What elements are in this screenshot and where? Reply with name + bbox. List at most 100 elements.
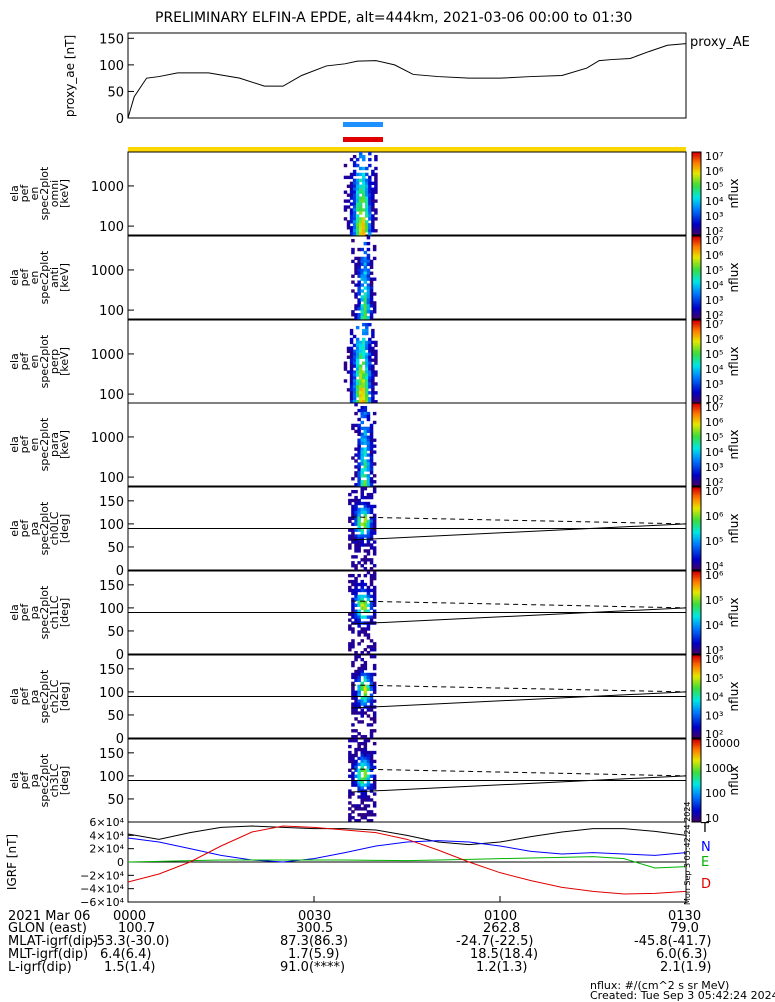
spectrogram-cell xyxy=(351,564,355,568)
spectrogram-cell xyxy=(366,477,371,481)
spectrogram-cell xyxy=(363,408,368,413)
spectrogram-cell xyxy=(354,597,358,602)
ytick-label: 100 xyxy=(99,518,124,533)
spectrogram-cell xyxy=(366,298,371,302)
spectrogram-cell xyxy=(349,370,354,374)
colorbar-cell xyxy=(692,805,701,808)
loss-cone-line xyxy=(351,775,687,793)
spectrogram-cell xyxy=(365,358,369,362)
colorbar-cell xyxy=(692,516,701,519)
anti-loss-cone-line xyxy=(351,768,687,777)
colorbar-cell xyxy=(692,534,701,538)
spectrogram-cell xyxy=(366,271,371,275)
spectrogram-cell xyxy=(371,220,375,224)
spectrogram-cell xyxy=(357,783,361,787)
spectrogram-cell xyxy=(360,795,364,799)
spectrogram-cell xyxy=(366,316,371,320)
spectrogram-cell xyxy=(366,253,371,258)
spectrogram-cell xyxy=(369,313,374,317)
colorbar-cell xyxy=(692,819,701,823)
spectrogram-cell xyxy=(372,615,377,619)
igrf-line-D xyxy=(127,825,687,895)
spectrogram-cell xyxy=(351,456,355,460)
coverage-band-yellow xyxy=(128,147,686,152)
anti-loss-cone-line xyxy=(351,516,687,525)
spectrogram-cell xyxy=(360,256,364,261)
spectrogram-cell xyxy=(371,346,375,351)
colorbar-cell xyxy=(692,528,701,532)
spectrogram-cell xyxy=(365,373,369,377)
spectrogram-cell xyxy=(354,510,358,515)
colorbar-cell xyxy=(692,690,701,693)
spectrogram-cell xyxy=(368,385,372,389)
spectrogram-cell xyxy=(369,534,374,538)
spectrogram-cell xyxy=(352,190,357,194)
colorbar-cell xyxy=(692,158,701,161)
spectrogram-cell xyxy=(354,474,358,478)
spectrogram-cell xyxy=(363,762,368,767)
spectrogram-cell xyxy=(363,813,368,817)
spectrogram-cell xyxy=(365,328,369,333)
colorbar-cell xyxy=(692,359,701,362)
spectrogram-cell xyxy=(363,522,368,526)
ytick-label: 1000 xyxy=(91,264,124,279)
spectrogram-cell xyxy=(369,492,374,497)
colorbar-cell xyxy=(692,631,701,634)
spectrogram-cell xyxy=(349,187,354,191)
colorbar-cell xyxy=(692,721,701,724)
spectrogram-cell xyxy=(363,693,368,697)
spectrogram-cell xyxy=(354,501,358,506)
spectrogram-cell xyxy=(360,711,364,715)
spectrogram-cell xyxy=(368,178,372,183)
spectrogram-cell xyxy=(357,666,361,671)
colorbar-cell xyxy=(692,563,701,567)
spectrogram-cell xyxy=(354,292,358,296)
spectrogram-cell xyxy=(349,340,354,345)
spectrogram-cell xyxy=(374,349,378,354)
colorbar-cell xyxy=(692,776,701,779)
spectrogram-cell xyxy=(363,739,368,743)
spectrogram-cell xyxy=(360,304,364,308)
spectrogram-cell xyxy=(368,163,372,168)
colorbar-tick-label: 10⁷ xyxy=(705,485,723,498)
spectrogram-cell xyxy=(366,594,371,599)
spectrogram-cell xyxy=(363,274,368,278)
colorbar-cell xyxy=(692,669,701,673)
spectrogram-cell xyxy=(351,516,355,521)
colorbar-cell xyxy=(692,530,701,534)
colorbar-frame-5 xyxy=(691,486,702,571)
spectrogram-cell xyxy=(349,208,354,212)
spectrogram-cell xyxy=(372,729,377,733)
spectrogram-cell xyxy=(349,202,354,206)
spectrogram-cell xyxy=(348,618,352,622)
colorbar-cell xyxy=(692,747,701,750)
spectrogram-cell xyxy=(368,157,372,162)
spectrogram-cell xyxy=(366,810,371,814)
spectrogram-cell xyxy=(357,316,361,320)
colorbar-cell xyxy=(692,314,701,318)
spectrogram-cell xyxy=(366,723,371,727)
colorbar-cell xyxy=(692,489,701,492)
colorbar-cell xyxy=(692,166,701,170)
spectrogram-cell xyxy=(357,684,361,689)
ae-ytick-label-3: 150 xyxy=(99,32,124,47)
spectrogram-cell xyxy=(348,744,352,749)
igrf-ytick-label: 0 xyxy=(117,856,124,869)
spectrogram-cell xyxy=(351,522,355,526)
spectrogram-cell xyxy=(349,394,354,398)
colorbar-cell xyxy=(692,403,701,406)
spectrogram-cell xyxy=(365,382,369,386)
colorbar-cell xyxy=(692,765,701,769)
spectrogram-cell xyxy=(369,310,374,314)
colorbar-cell xyxy=(692,250,701,254)
colorbar-cell xyxy=(692,575,701,578)
spectrogram-cell xyxy=(354,651,358,655)
spectrogram-cell xyxy=(372,792,377,796)
spectrogram-cell xyxy=(351,792,355,796)
colorbar-cell xyxy=(692,380,701,383)
spectrogram-cell xyxy=(360,468,364,472)
spectrogram-cell xyxy=(360,295,364,299)
ephem-l-3: 2.1(1.9) xyxy=(660,960,712,975)
spectrogram-cell xyxy=(360,657,364,662)
spectrogram-cell xyxy=(362,220,366,224)
